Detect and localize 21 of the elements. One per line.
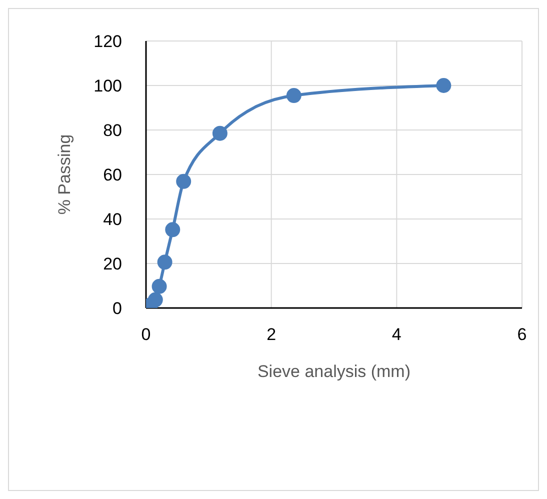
point	[286, 88, 302, 104]
y-tick-label: 20	[103, 254, 122, 274]
point	[148, 292, 163, 308]
y-tick-label: 100	[94, 76, 122, 96]
y-tick-label: 40	[103, 210, 122, 230]
point	[436, 78, 452, 93]
y-tick-label: 60	[103, 166, 122, 185]
x-tick-label: 6	[517, 325, 527, 344]
x-axis-title: Sieve analysis (mm)	[257, 362, 411, 381]
point	[212, 126, 228, 141]
point	[157, 254, 172, 270]
point	[176, 174, 192, 189]
x-tick-label: 0	[141, 325, 151, 344]
y-axis-title: % Passing	[55, 134, 74, 215]
y-tick-label: 120	[94, 32, 122, 52]
x-tick-label: 2	[266, 325, 276, 344]
point	[152, 278, 167, 294]
point	[165, 222, 180, 238]
y-tick-label: 0	[112, 299, 122, 318]
y-tick-label: 80	[103, 121, 122, 140]
x-tick-label: 4	[392, 325, 402, 344]
